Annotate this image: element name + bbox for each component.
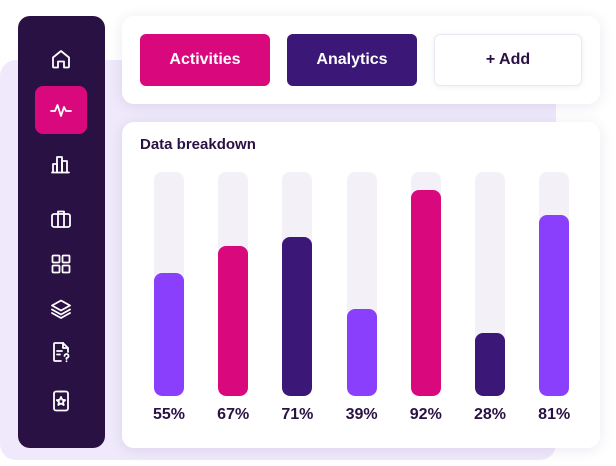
briefcase-icon [51, 210, 71, 228]
bar-value-label: 28% [473, 406, 507, 423]
star-ticket-icon [53, 390, 69, 412]
add-button[interactable]: + Add [434, 34, 582, 86]
bar-track [218, 172, 249, 396]
bar-3 [282, 236, 313, 396]
sidebar-item-activity[interactable] [35, 86, 87, 134]
layers-icon [51, 299, 71, 319]
bar-track [475, 172, 505, 396]
document-icon [53, 342, 70, 363]
bar-chart-icon [51, 156, 70, 174]
bar-4 [346, 308, 377, 396]
data-breakdown-card: Data breakdown 55% 67% 71% 39% 92% 28% 81% [122, 122, 600, 448]
bar-value-label: 39% [345, 406, 378, 423]
sidebar-item-rewards[interactable] [35, 377, 87, 425]
sidebar-item-analytics[interactable] [35, 140, 87, 188]
sidebar-item-home[interactable] [35, 35, 87, 83]
toolbar-card: Activities Analytics + Add [122, 16, 600, 104]
bar-track [539, 172, 570, 396]
bar-track [154, 172, 184, 396]
activity-icon [50, 104, 72, 117]
bar-track [346, 172, 377, 396]
grid-icon [51, 254, 71, 274]
bar-track [410, 172, 441, 396]
home-icon [52, 50, 70, 69]
sidebar [18, 16, 105, 448]
chart-title: Data breakdown [140, 136, 256, 153]
sidebar-item-apps[interactable] [35, 240, 87, 288]
sidebar-item-portfolio[interactable] [35, 195, 87, 243]
activities-button[interactable]: Activities [140, 34, 270, 86]
analytics-button[interactable]: Analytics [287, 34, 417, 86]
bar-6 [475, 333, 505, 396]
bar-value-label: 67% [217, 406, 250, 423]
bar-value-label: 92% [409, 406, 442, 423]
bar-value-label: 55% [152, 406, 186, 423]
bar-track [282, 172, 313, 396]
bar-7 [539, 214, 570, 396]
bar-5 [410, 189, 441, 396]
bar-value-label: 71% [281, 406, 314, 423]
bar-1 [154, 272, 184, 396]
sidebar-item-layers[interactable] [35, 285, 87, 333]
bar-2 [218, 245, 249, 396]
bar-value-label: 81% [538, 406, 571, 423]
sidebar-item-documents[interactable] [35, 328, 87, 376]
